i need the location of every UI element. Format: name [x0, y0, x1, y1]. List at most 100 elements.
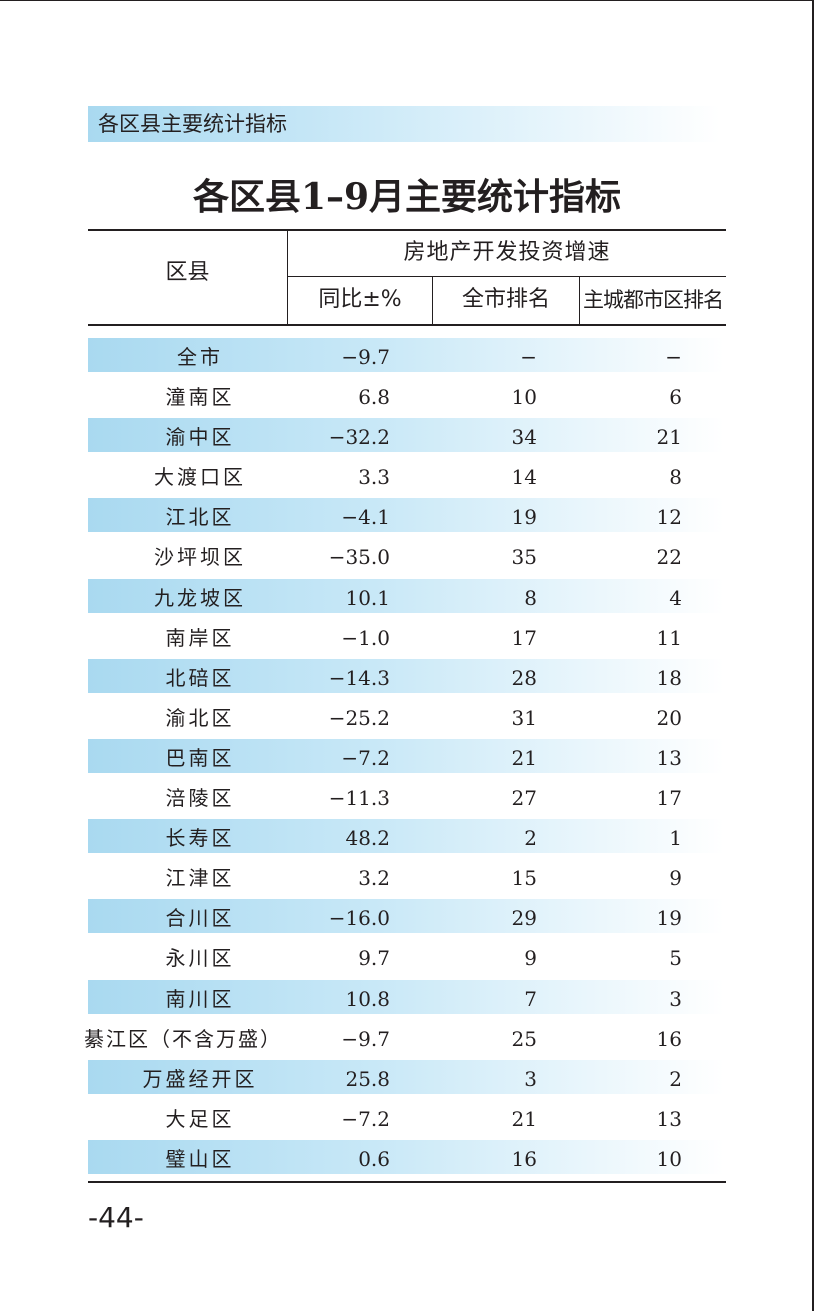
city-rank-cell: − — [520, 345, 537, 369]
table-row: 大足区 −7.2 21 13 — [88, 1100, 726, 1140]
page-number: -44- — [88, 1201, 144, 1234]
county-name-cell: 江津区 — [165, 866, 235, 891]
table-row: 大渡口区 3.3 14 8 — [88, 458, 726, 498]
table-row: 长寿区 48.2 2 1 — [88, 819, 726, 859]
city-rank-cell: 9 — [524, 946, 537, 971]
yoy-cell: 3.3 — [358, 465, 390, 490]
yoy-cell: −9.7 — [341, 345, 390, 369]
urban-rank-cell: 4 — [669, 585, 682, 610]
yoy-cell: 10.1 — [345, 585, 390, 610]
urban-rank-cell: 1 — [669, 826, 682, 851]
table-row: 全市 −9.7 − − — [88, 338, 726, 378]
yoy-cell: 10.8 — [345, 986, 390, 1011]
table-row: 璧山区 0.6 16 10 — [88, 1139, 726, 1180]
urban-rank-cell: 6 — [669, 385, 682, 410]
column-header-city-rank: 全市排名 — [461, 287, 550, 312]
yoy-cell: −32.2 — [328, 425, 390, 450]
page-title: 各区县1–9月主要统计指标 — [192, 176, 622, 218]
table-row: 巴南区 −7.2 21 13 — [88, 738, 726, 779]
yoy-cell: −7.2 — [341, 745, 390, 770]
table-row: 南川区 10.8 7 3 — [88, 979, 726, 1020]
county-name-cell: 长寿区 — [165, 826, 235, 851]
yoy-cell: −35.0 — [328, 545, 390, 570]
city-rank-cell: 31 — [511, 705, 537, 730]
county-name-cell: 南岸区 — [165, 625, 235, 650]
table-row: 渝北区 −25.2 31 20 — [88, 699, 726, 739]
yoy-cell: 6.8 — [358, 385, 390, 410]
city-rank-cell: 7 — [524, 986, 537, 1011]
city-rank-cell: 17 — [511, 625, 537, 650]
table-row: 合川区 −16.0 29 19 — [88, 899, 726, 939]
yoy-cell: 3.2 — [358, 866, 390, 891]
page-border-right — [812, 0, 814, 1311]
county-name-cell: 渝中区 — [165, 425, 235, 450]
urban-rank-cell: 10 — [656, 1146, 682, 1171]
yoy-cell: 25.8 — [345, 1066, 390, 1091]
urban-rank-cell: 17 — [656, 786, 682, 811]
county-name-cell: 全市 — [177, 345, 223, 369]
urban-rank-cell: 9 — [669, 866, 682, 891]
table-row: 潼南区 6.8 10 6 — [88, 378, 726, 418]
city-rank-cell: 29 — [511, 906, 537, 931]
yoy-cell: −14.3 — [328, 665, 390, 690]
table-row: 渝中区 −32.2 34 21 — [88, 418, 726, 458]
urban-rank-cell: − — [665, 345, 682, 369]
county-name-cell: 合川区 — [165, 906, 235, 931]
section-label: 各区县主要统计指标 — [98, 112, 287, 136]
county-name-cell: 巴南区 — [165, 745, 235, 770]
header-sub-rule — [288, 276, 726, 277]
urban-rank-cell: 2 — [669, 1066, 682, 1091]
county-name-cell: 永川区 — [165, 946, 235, 971]
table-bottom-rule — [88, 1181, 726, 1183]
city-rank-cell: 21 — [511, 1106, 537, 1131]
county-name-cell: 渝北区 — [165, 705, 235, 730]
column-header-county: 区县 — [165, 260, 210, 285]
header-divider — [287, 231, 288, 324]
column-header-urban-rank: 主城都市区排名 — [583, 288, 724, 312]
city-rank-cell: 27 — [511, 786, 537, 811]
yoy-cell: −9.7 — [341, 1026, 390, 1051]
yoy-cell: −4.1 — [341, 505, 390, 530]
table-row: 沙坪坝区 −35.0 35 22 — [88, 538, 726, 578]
header-divider — [432, 276, 433, 324]
county-name-cell: 綦江区（不含万盛） — [84, 1026, 282, 1051]
county-name-cell: 沙坪坝区 — [154, 545, 246, 570]
urban-rank-cell: 20 — [656, 705, 682, 730]
city-rank-cell: 16 — [511, 1146, 537, 1171]
city-rank-cell: 8 — [524, 585, 537, 610]
urban-rank-cell: 3 — [669, 986, 682, 1011]
yoy-cell: −16.0 — [328, 906, 390, 931]
header-divider — [579, 276, 580, 324]
table-row: 万盛经开区 25.8 3 2 — [88, 1059, 726, 1100]
city-rank-cell: 19 — [511, 505, 537, 530]
header-bottom-rule — [88, 324, 726, 326]
table-row: 綦江区（不含万盛） −9.7 25 16 — [84, 1020, 726, 1060]
column-header-yoy: 同比±% — [318, 287, 402, 312]
urban-rank-cell: 22 — [656, 545, 682, 570]
table-row: 江津区 3.2 15 9 — [88, 859, 726, 899]
city-rank-cell: 34 — [511, 425, 537, 450]
county-name-cell: 璧山区 — [165, 1146, 235, 1171]
yoy-cell: −7.2 — [341, 1106, 390, 1131]
city-rank-cell: 3 — [524, 1066, 537, 1091]
yoy-cell: 9.7 — [358, 946, 390, 971]
city-rank-cell: 35 — [511, 545, 537, 570]
table-row: 江北区 −4.1 19 12 — [88, 498, 726, 538]
urban-rank-cell: 8 — [669, 465, 682, 490]
city-rank-cell: 15 — [511, 866, 537, 891]
yoy-cell: −25.2 — [328, 705, 390, 730]
city-rank-cell: 10 — [511, 385, 537, 410]
urban-rank-cell: 13 — [656, 1106, 682, 1131]
urban-rank-cell: 13 — [656, 745, 682, 770]
urban-rank-cell: 16 — [656, 1026, 682, 1051]
city-rank-cell: 2 — [524, 826, 537, 851]
table-row: 永川区 9.7 9 5 — [88, 939, 726, 979]
page-border-top — [0, 0, 812, 1]
yoy-cell: 0.6 — [358, 1146, 390, 1171]
urban-rank-cell: 18 — [656, 665, 682, 690]
urban-rank-cell: 21 — [656, 425, 682, 450]
column-group-header: 房地产开发投资增速 — [403, 240, 611, 265]
table-row: 北碚区 −14.3 28 18 — [88, 658, 726, 699]
table-top-rule — [88, 229, 726, 231]
table-row: 南岸区 −1.0 17 11 — [88, 619, 726, 659]
